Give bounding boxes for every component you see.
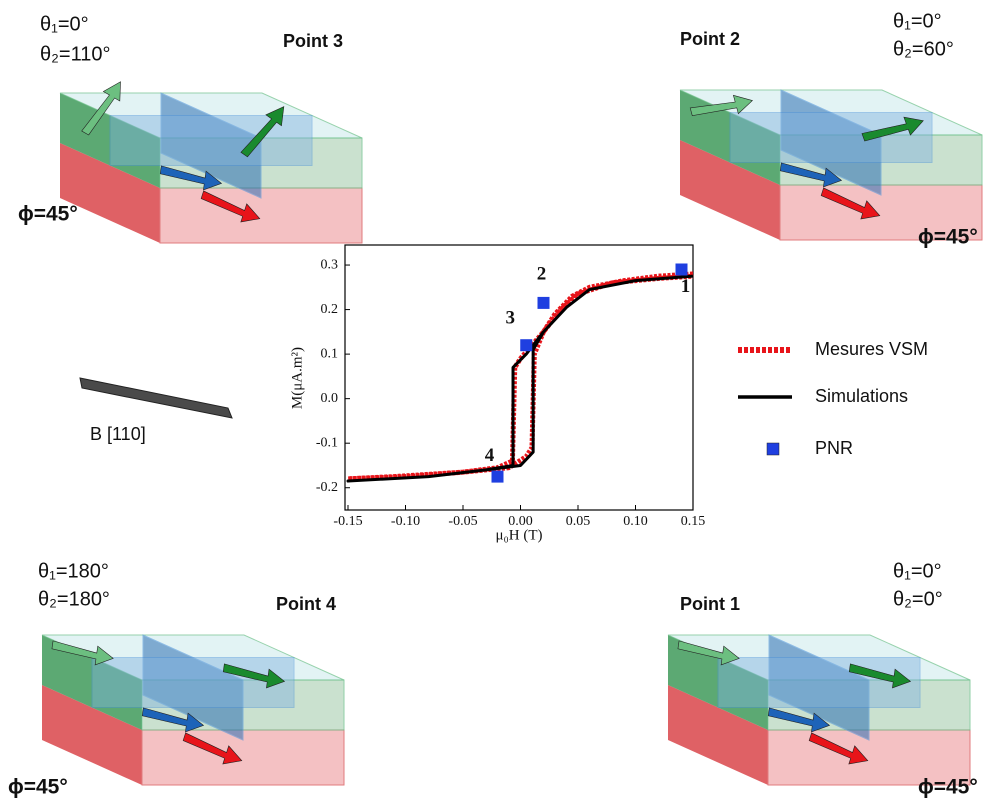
y-tick-label: -0.1	[316, 435, 338, 450]
sample-block	[41, 634, 345, 786]
point-annotation: 1	[681, 276, 691, 297]
pnr-point	[520, 339, 533, 352]
phi-label: ϕ=45°	[918, 776, 978, 799]
x-tick-label: 0.05	[566, 514, 591, 529]
moment-arrow	[51, 640, 114, 666]
layer-left	[668, 635, 768, 730]
x-tick-label: 0.10	[623, 514, 648, 529]
layer-left	[60, 93, 160, 188]
y-tick-label: 0.3	[321, 257, 339, 272]
moment-arrow	[240, 106, 285, 158]
moment-arrow	[677, 640, 740, 666]
theta-1: θ₁=0°	[893, 10, 942, 32]
domain-wall	[142, 634, 244, 741]
y-tick-label: 0.1	[321, 346, 339, 361]
phi-label: ϕ=45°	[8, 776, 68, 799]
field-label: B [110]	[90, 424, 146, 444]
x-axis-label: μ₀H (T)	[495, 527, 542, 543]
moment-arrow	[200, 190, 261, 223]
point-annotation: 2	[537, 263, 547, 284]
legend-label: Mesures VSM	[815, 339, 928, 359]
pnr-point	[675, 263, 688, 276]
moment-arrow	[141, 707, 205, 733]
x-tick-label: -0.15	[333, 514, 362, 529]
moment-arrow	[767, 707, 831, 733]
y-axis-label: M(μA.m²)	[289, 347, 305, 409]
substrate-left	[668, 685, 768, 785]
panel-title: Point 4	[276, 594, 336, 614]
point-annotation: 3	[506, 308, 516, 329]
plot-frame	[344, 244, 694, 511]
series-line	[346, 274, 694, 483]
sample-block	[679, 89, 983, 241]
moment-arrow	[848, 663, 912, 689]
theta-1: θ₁=0°	[40, 13, 89, 35]
x-tick-label: -0.05	[448, 514, 477, 529]
domain-wall	[160, 92, 262, 199]
legend-swatch	[766, 442, 780, 456]
panel-title: Point 2	[680, 29, 740, 49]
domain-wall	[91, 657, 295, 708]
moment-arrow	[820, 187, 881, 220]
x-tick-label: -0.10	[391, 514, 420, 529]
y-tick-label: -0.2	[316, 480, 338, 495]
moment-arrow	[81, 81, 121, 136]
layer-left	[680, 90, 780, 185]
domain-wall	[780, 89, 882, 196]
moment-arrow	[779, 162, 843, 188]
panel-title: Point 3	[283, 31, 343, 51]
y-tick-label: 0.2	[321, 302, 339, 317]
x-tick-label: 0.00	[508, 514, 533, 529]
substrate-left	[60, 143, 160, 243]
legend-label: Simulations	[815, 386, 908, 406]
moment-arrow	[689, 94, 754, 116]
substrate-left	[680, 140, 780, 240]
point-annotation: 4	[485, 445, 495, 466]
panel-title: Point 1	[680, 594, 740, 614]
theta-2: θ₂=0°	[893, 588, 943, 610]
moment-arrow	[808, 732, 869, 765]
sample-block	[667, 634, 971, 786]
theta-2: θ₂=60°	[893, 38, 954, 60]
domain-wall	[109, 115, 313, 166]
x-tick-label: 0.15	[681, 514, 706, 529]
phi-label: ϕ=45°	[18, 203, 78, 226]
layer-left	[42, 635, 142, 730]
field-arrow	[79, 377, 233, 419]
moment-arrow	[159, 165, 223, 191]
legend-label: PNR	[815, 438, 853, 458]
domain-wall	[717, 657, 921, 708]
theta-1: θ₁=180°	[38, 560, 109, 582]
domain-wall	[729, 112, 933, 163]
y-tick-label: 0.0	[321, 391, 339, 406]
series-line	[345, 271, 694, 482]
sample-block	[59, 81, 363, 244]
pnr-point	[491, 470, 504, 483]
theta-2: θ₂=110°	[40, 43, 110, 65]
moment-arrow	[182, 732, 243, 765]
domain-wall	[768, 634, 870, 741]
substrate-left	[42, 685, 142, 785]
moment-arrow	[222, 663, 286, 689]
moment-arrow	[861, 116, 924, 142]
theta-1: θ₁=0°	[893, 560, 942, 582]
phi-label: ϕ=45°	[918, 226, 978, 249]
pnr-point	[537, 296, 550, 309]
theta-2: θ₂=180°	[38, 588, 110, 610]
